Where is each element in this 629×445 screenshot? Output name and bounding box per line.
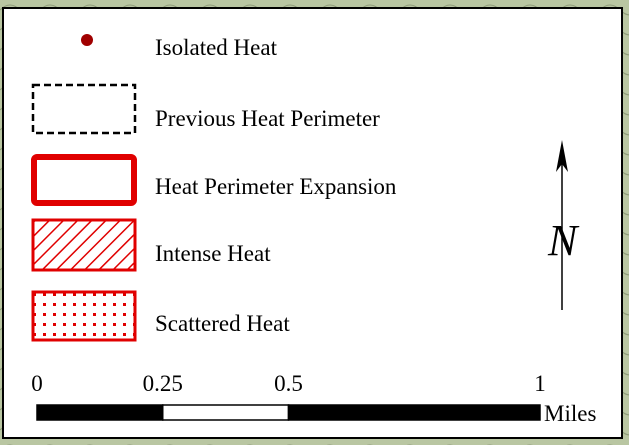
legend-label: Previous Heat Perimeter [155,106,380,131]
legend-label: Isolated Heat [155,35,278,60]
scale-segment [37,405,163,420]
map-legend: Isolated Heat Previous Heat Perimeter He… [0,0,629,445]
legend-label: Heat Perimeter Expansion [155,174,397,199]
intense-heat-symbol [33,220,135,270]
scale-unit: Miles [544,401,596,426]
legend-label: Intense Heat [155,241,271,266]
scale-label: 0.5 [274,371,303,396]
page: Isolated Heat Previous Heat Perimeter He… [0,0,629,445]
legend-label: Scattered Heat [155,311,290,336]
isolated-heat-symbol [81,34,93,46]
scale-label: 0 [31,371,43,396]
scale-segment [289,405,541,420]
north-label: N [547,216,580,265]
scale-label: 0.25 [143,371,183,396]
scale-label: 1 [534,371,546,396]
scale-segment [163,405,289,420]
scattered-heat-symbol [33,292,135,340]
expansion-symbol [34,157,134,203]
